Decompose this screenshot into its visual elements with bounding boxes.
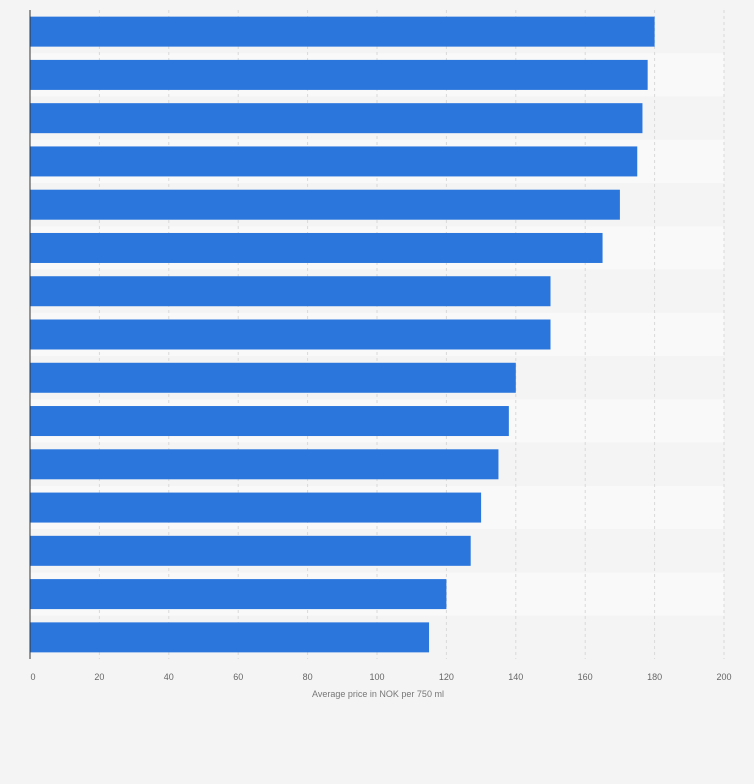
bar[interactable] [30, 16, 655, 47]
bar[interactable] [30, 59, 648, 90]
bar[interactable] [30, 362, 516, 393]
x-tick-label: 160 [578, 672, 593, 682]
bar[interactable] [30, 579, 447, 610]
x-tick-label: 80 [303, 672, 313, 682]
bar[interactable] [30, 276, 551, 307]
bar[interactable] [30, 449, 499, 480]
bar[interactable] [30, 319, 551, 350]
bars [30, 16, 655, 653]
bar[interactable] [30, 146, 638, 177]
x-tick-labels: 0 20 40 60 80 100 120 140 160 180 200 [30, 672, 731, 682]
bar[interactable] [30, 622, 430, 653]
x-tick-label: 180 [647, 672, 662, 682]
x-tick-label: 40 [164, 672, 174, 682]
bar[interactable] [30, 103, 643, 134]
bar[interactable] [30, 232, 603, 263]
x-tick-label: 0 [30, 672, 35, 682]
bar[interactable] [30, 406, 509, 437]
x-tick-label: 20 [94, 672, 104, 682]
x-axis-title: Average price in NOK per 750 ml [312, 689, 444, 699]
x-tick-label: 200 [716, 672, 731, 682]
x-tick-label: 120 [439, 672, 454, 682]
bar[interactable] [30, 492, 482, 523]
bar[interactable] [30, 535, 471, 566]
x-tick-label: 100 [369, 672, 384, 682]
bar[interactable] [30, 189, 620, 220]
x-tick-label: 60 [233, 672, 243, 682]
x-tick-label: 140 [508, 672, 523, 682]
